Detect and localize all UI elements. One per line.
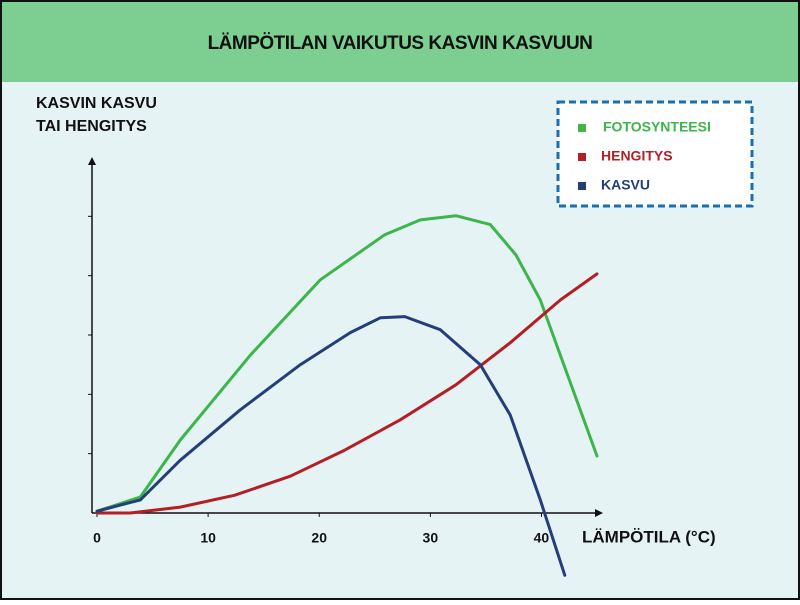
x-axis-label: LÄMPÖTILA (°C) [582, 527, 716, 546]
x-tick-label: 40 [534, 530, 550, 546]
x-tick-label: 0 [93, 530, 101, 546]
x-tick-label: 20 [311, 530, 327, 546]
y-axis-arrow [88, 157, 96, 165]
series-line [95, 272, 599, 515]
legend-label: FOTOSYNTEESI [603, 119, 711, 135]
legend-box [556, 100, 754, 208]
legend-swatch [578, 182, 586, 190]
legend-label: KASVU [601, 177, 650, 193]
x-axis-arrow [595, 509, 603, 517]
legend-swatch [578, 124, 586, 132]
series-line [95, 214, 599, 513]
legend-label: HENGITYS [601, 148, 673, 164]
series-line [95, 315, 567, 577]
x-tick-label: 10 [200, 530, 216, 546]
chart-title: LÄMPÖTILAN VAIKUTUS KASVIN KASVUUN [208, 33, 593, 54]
y-axis-label: TAI HENGITYS [36, 118, 147, 135]
x-tick-label: 30 [423, 530, 439, 546]
legend-swatch [578, 153, 586, 161]
y-axis-label: KASVIN KASVU [36, 95, 157, 112]
header [2, 2, 798, 82]
